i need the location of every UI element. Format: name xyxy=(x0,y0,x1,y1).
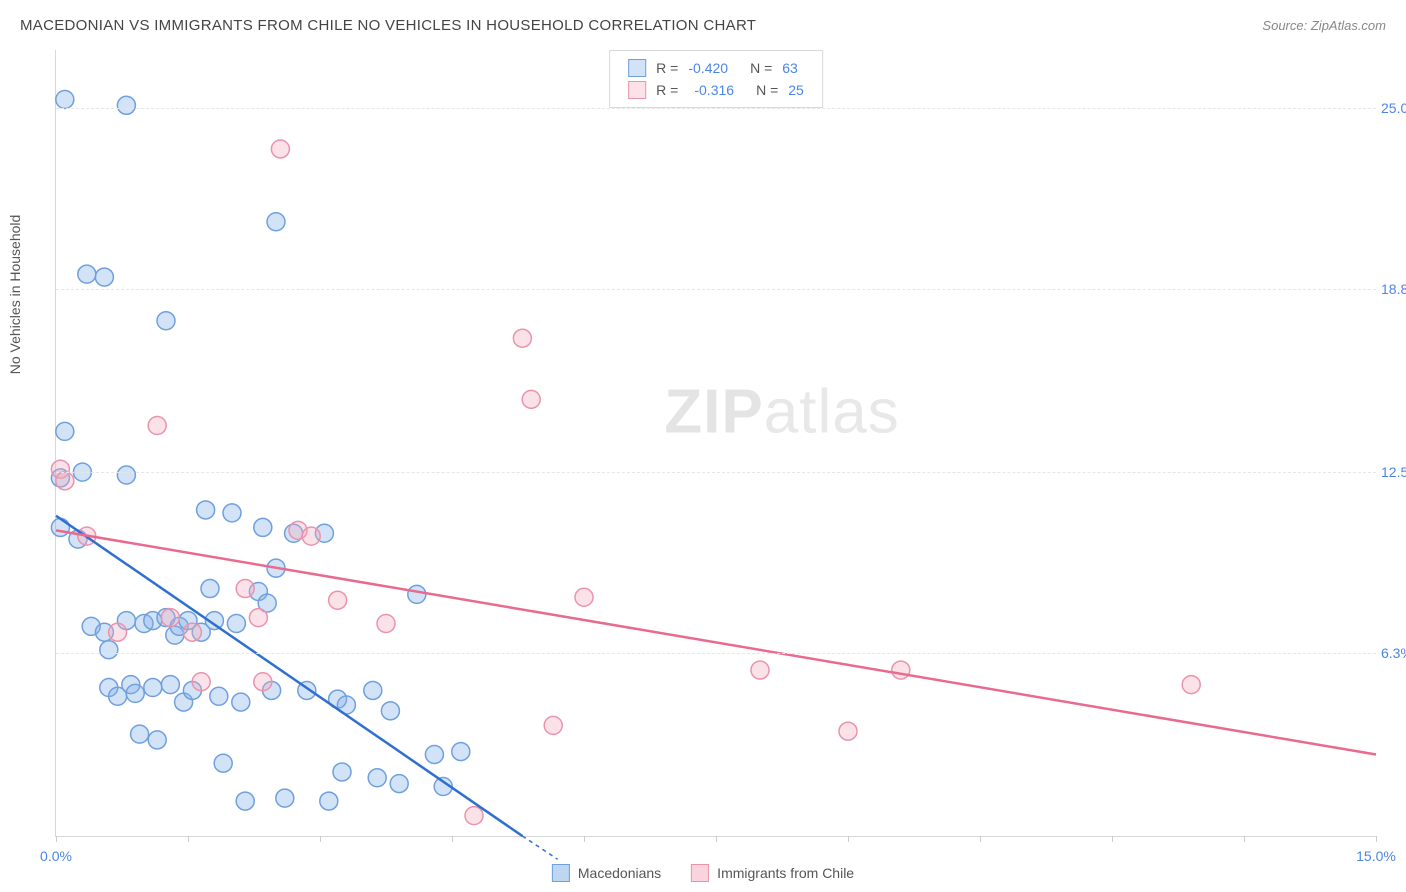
scatter-point xyxy=(117,96,135,114)
scatter-point xyxy=(329,591,347,609)
scatter-point xyxy=(302,527,320,545)
trend-line-extension xyxy=(522,836,557,859)
x-tick xyxy=(1112,836,1113,842)
scatter-point xyxy=(210,687,228,705)
scatter-point xyxy=(544,716,562,734)
scatter-point xyxy=(839,722,857,740)
x-tick-label: 0.0% xyxy=(40,848,72,864)
scatter-point xyxy=(249,609,267,627)
scatter-point xyxy=(452,743,470,761)
scatter-point xyxy=(100,641,118,659)
scatter-point xyxy=(236,792,254,810)
y-axis-label: No Vehicles in Household xyxy=(7,215,23,375)
scatter-point xyxy=(1182,676,1200,694)
chart-plot-area: ZIPatlas R = -0.420 N = 63 R = -0.316 N … xyxy=(55,50,1376,837)
scatter-point xyxy=(148,417,166,435)
correlation-stats-box: R = -0.420 N = 63 R = -0.316 N = 25 xyxy=(609,50,823,108)
scatter-point xyxy=(236,580,254,598)
scatter-point xyxy=(254,673,272,691)
legend-item-0: Macedonians xyxy=(552,864,661,882)
scatter-point xyxy=(254,518,272,536)
x-tick-label: 15.0% xyxy=(1356,848,1396,864)
scatter-point xyxy=(131,725,149,743)
bottom-legend: Macedonians Immigrants from Chile xyxy=(552,864,854,882)
scatter-point xyxy=(197,501,215,519)
x-tick xyxy=(980,836,981,842)
scatter-point xyxy=(56,472,74,490)
swatch-series-1 xyxy=(628,81,646,99)
trend-line xyxy=(56,516,522,836)
scatter-point xyxy=(364,681,382,699)
trend-line xyxy=(56,530,1376,754)
scatter-point xyxy=(575,588,593,606)
legend-swatch-1 xyxy=(691,864,709,882)
y-tick-label: 25.0% xyxy=(1381,100,1406,116)
x-tick xyxy=(56,836,57,842)
scatter-point xyxy=(892,661,910,679)
scatter-point xyxy=(214,754,232,772)
scatter-point xyxy=(333,763,351,781)
scatter-point xyxy=(56,422,74,440)
scatter-point xyxy=(183,623,201,641)
scatter-point xyxy=(56,90,74,108)
scatter-point xyxy=(425,745,443,763)
chart-title: MACEDONIAN VS IMMIGRANTS FROM CHILE NO V… xyxy=(20,17,756,34)
scatter-point xyxy=(223,504,241,522)
scatter-point xyxy=(117,466,135,484)
y-tick-label: 6.3% xyxy=(1381,645,1406,661)
x-tick xyxy=(848,836,849,842)
scatter-svg xyxy=(56,50,1376,836)
x-tick xyxy=(188,836,189,842)
scatter-point xyxy=(465,807,483,825)
gridline-h xyxy=(56,653,1376,654)
scatter-point xyxy=(276,789,294,807)
scatter-point xyxy=(161,609,179,627)
scatter-point xyxy=(144,679,162,697)
scatter-point xyxy=(377,614,395,632)
scatter-point xyxy=(201,580,219,598)
scatter-point xyxy=(232,693,250,711)
scatter-point xyxy=(157,312,175,330)
scatter-point xyxy=(368,769,386,787)
gridline-h xyxy=(56,472,1376,473)
x-tick xyxy=(452,836,453,842)
x-tick xyxy=(1376,836,1377,842)
gridline-h xyxy=(56,289,1376,290)
scatter-point xyxy=(192,673,210,691)
stats-row-series-1: R = -0.316 N = 25 xyxy=(628,79,804,101)
y-tick-label: 12.5% xyxy=(1381,464,1406,480)
scatter-point xyxy=(320,792,338,810)
scatter-point xyxy=(148,731,166,749)
scatter-point xyxy=(51,518,69,536)
x-tick xyxy=(1244,836,1245,842)
scatter-point xyxy=(126,684,144,702)
legend-item-1: Immigrants from Chile xyxy=(691,864,854,882)
scatter-point xyxy=(271,140,289,158)
scatter-point xyxy=(95,268,113,286)
x-tick xyxy=(584,836,585,842)
scatter-point xyxy=(751,661,769,679)
scatter-point xyxy=(78,265,96,283)
legend-swatch-0 xyxy=(552,864,570,882)
scatter-point xyxy=(381,702,399,720)
scatter-point xyxy=(109,623,127,641)
y-tick-label: 18.8% xyxy=(1381,281,1406,297)
x-tick xyxy=(320,836,321,842)
source-credit: Source: ZipAtlas.com xyxy=(1262,18,1386,33)
chart-header: MACEDONIAN VS IMMIGRANTS FROM CHILE NO V… xyxy=(0,0,1406,40)
scatter-point xyxy=(227,614,245,632)
scatter-point xyxy=(513,329,531,347)
scatter-point xyxy=(390,775,408,793)
gridline-h xyxy=(56,108,1376,109)
x-tick xyxy=(716,836,717,842)
scatter-point xyxy=(522,390,540,408)
swatch-series-0 xyxy=(628,59,646,77)
scatter-point xyxy=(408,585,426,603)
scatter-point xyxy=(267,213,285,231)
stats-row-series-0: R = -0.420 N = 63 xyxy=(628,57,804,79)
scatter-point xyxy=(161,676,179,694)
